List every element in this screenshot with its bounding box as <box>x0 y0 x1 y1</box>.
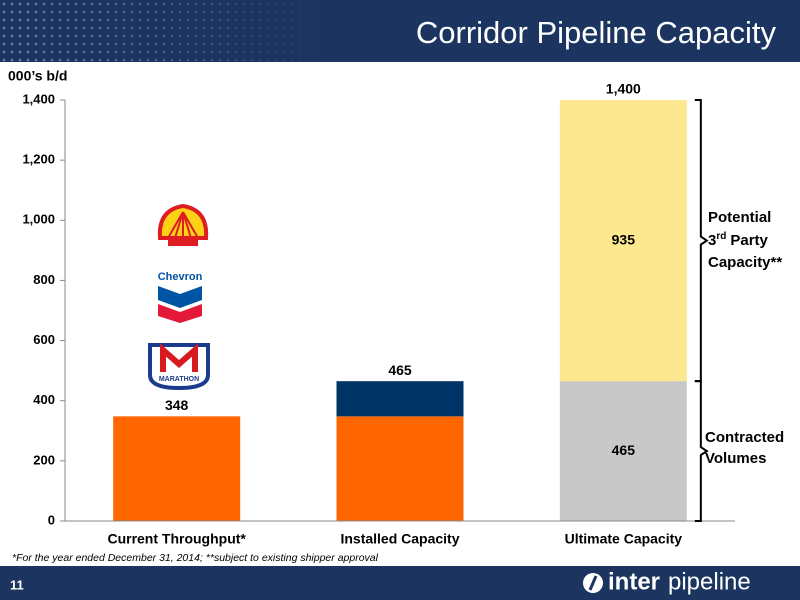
y-tick-label: 200 <box>33 452 55 467</box>
y-tick-label: 1,200 <box>22 152 55 167</box>
segment-label: 935 <box>612 231 636 247</box>
footer-banner <box>0 566 800 600</box>
y-axis-label: 000’s b/d <box>8 68 67 84</box>
total-label: 348 <box>165 397 189 413</box>
y-tick-label: 1,400 <box>22 91 55 106</box>
brand-name: pipeline <box>668 568 751 595</box>
footnote: *For the year ended December 31, 2014; *… <box>12 552 379 564</box>
annotation: Capacity** <box>708 254 782 271</box>
annotation-part: 3 <box>708 232 716 249</box>
brand-name: inter <box>608 568 660 595</box>
x-tick-label: Ultimate Capacity <box>565 531 683 547</box>
total-label: 1,400 <box>606 81 641 97</box>
y-tick-label: 1,000 <box>22 212 55 227</box>
annotation: Potential <box>708 209 771 226</box>
bar-segment <box>113 416 241 521</box>
logo-text: Chevron <box>158 271 203 283</box>
bar-segment <box>336 416 464 521</box>
chart: 0 200 400 600 800 1,000 1,200 1,400 Current Thro… <box>22 81 784 547</box>
y-tick-label: 0 <box>48 512 55 527</box>
x-tick-label: Current Throughput* <box>107 531 246 547</box>
slide-title: Corridor Pipeline Capacity <box>416 15 777 50</box>
total-label: 465 <box>388 362 412 378</box>
logo-text: MARATHON <box>159 376 199 383</box>
bar-segment <box>336 381 464 417</box>
bar-segment <box>559 381 687 521</box>
bar-segment <box>559 100 687 382</box>
shell-logo <box>157 203 209 246</box>
page-number: 11 <box>10 577 24 592</box>
x-tick-label: Installed Capacity <box>340 531 459 547</box>
chevron-logo: Chevron <box>158 271 203 323</box>
marathon-logo: MARATHON <box>148 343 210 391</box>
annotation-sup: rd <box>716 231 726 242</box>
y-tick-label: 800 <box>33 272 55 287</box>
brand-icon-mark <box>588 575 598 591</box>
bracket <box>694 99 709 383</box>
y-tick-label: 400 <box>33 392 55 407</box>
bracket <box>694 380 709 522</box>
annotation: Volumes <box>705 450 766 467</box>
y-tick-label: 600 <box>33 332 55 347</box>
annotation-part: Party <box>730 232 768 249</box>
annotation: 3rd Party <box>708 231 769 249</box>
header-fade <box>0 0 330 62</box>
segment-label: 465 <box>612 442 636 458</box>
annotation: Contracted <box>705 429 784 446</box>
